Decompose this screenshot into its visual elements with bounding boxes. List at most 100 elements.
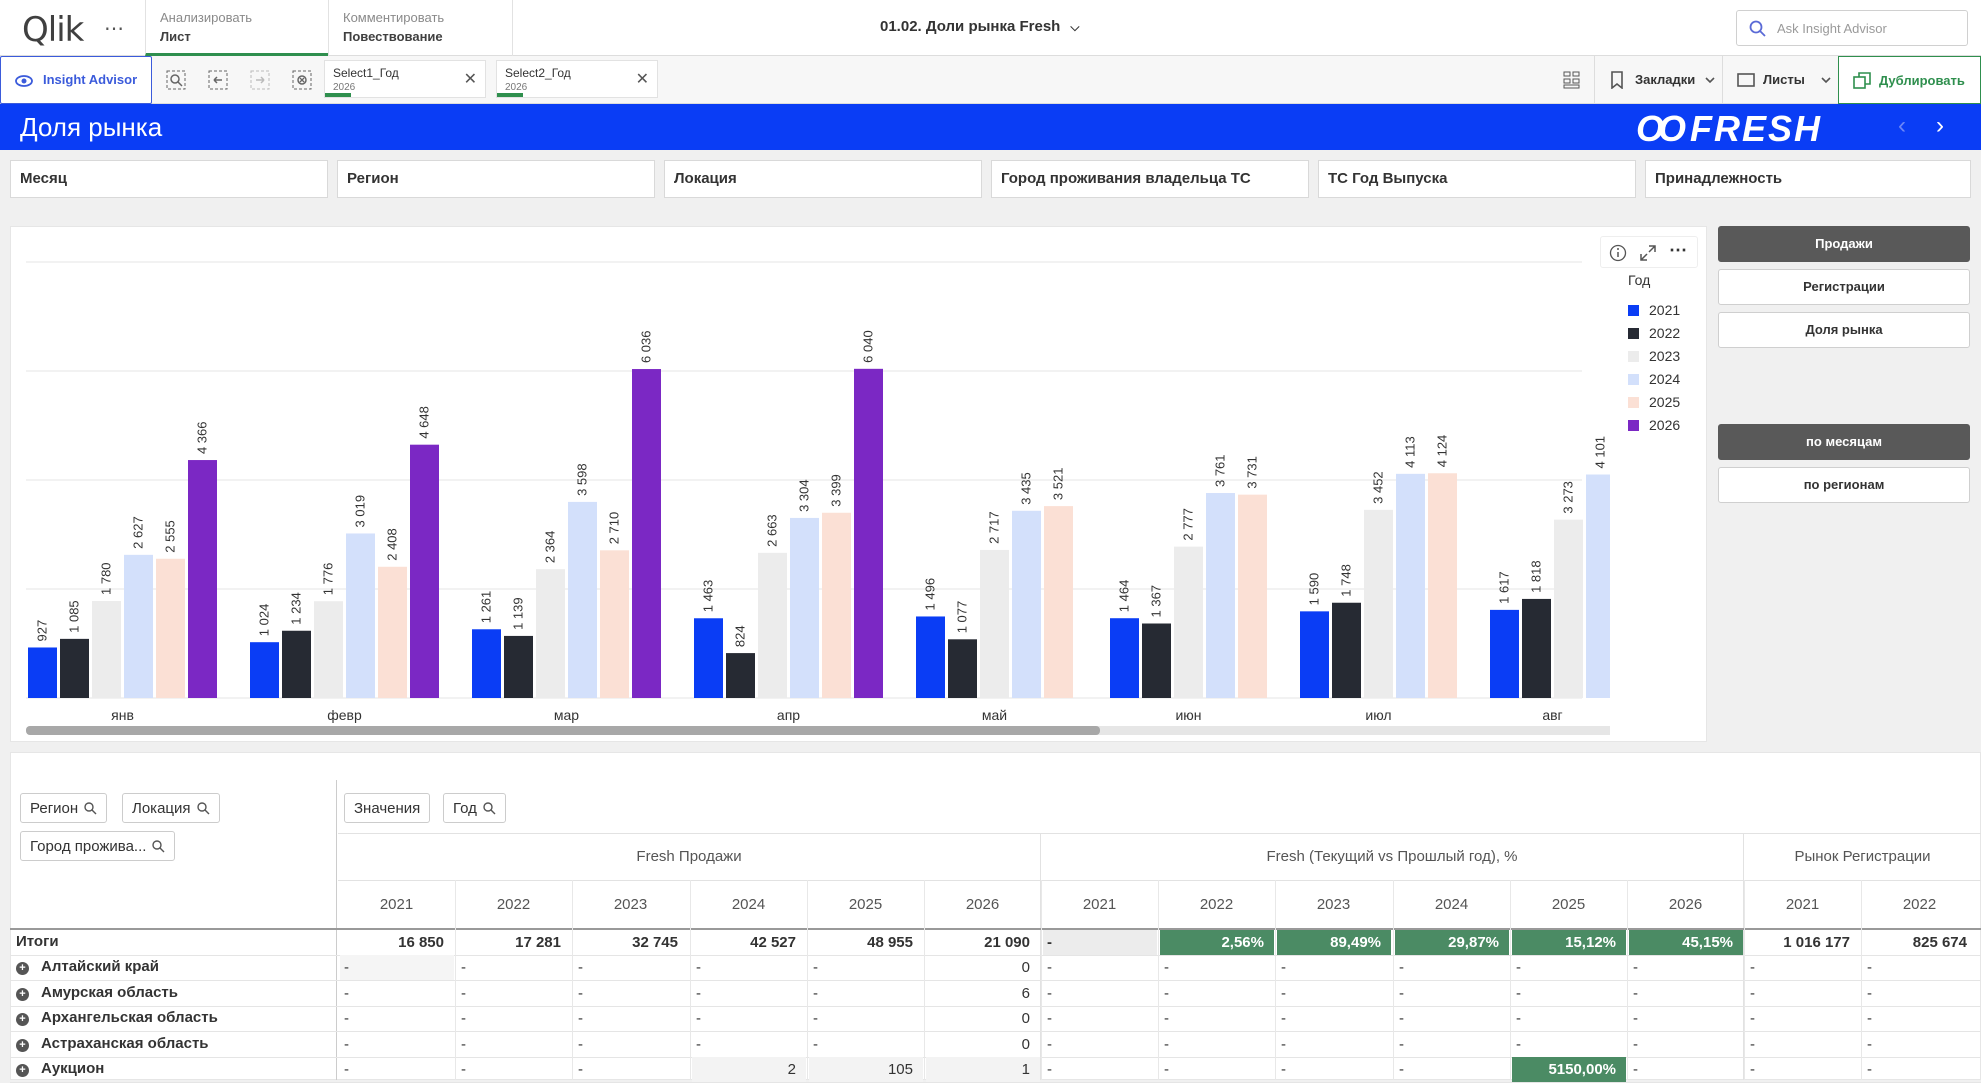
bar-2024-май[interactable] — [1012, 510, 1041, 698]
bar-2022-апр[interactable] — [726, 653, 755, 698]
app-title-dropdown[interactable]: 01.02. Доли рынка Fresh ⌵ — [880, 18, 1079, 35]
close-icon[interactable]: ✕ — [463, 71, 477, 88]
chart-scrollbar-thumb[interactable] — [26, 726, 1100, 735]
duplicate-button[interactable]: Дублировать — [1838, 56, 1981, 104]
more-menu-icon[interactable]: ⋯ — [104, 18, 125, 40]
bar-2026-февр[interactable] — [410, 444, 439, 698]
bar-2021-июл[interactable] — [1300, 611, 1329, 698]
bar-2023-июн[interactable] — [1174, 546, 1203, 698]
year-header[interactable]: 2025 — [848, 896, 883, 913]
selection-chip-select1[interactable]: Select1_Год 2026 ✕ — [324, 60, 486, 98]
measure-registrations-button[interactable]: Регистрации — [1718, 269, 1970, 305]
col-chip-values[interactable]: Значения — [344, 793, 431, 823]
bar-2022-июл[interactable] — [1332, 602, 1361, 698]
bar-2024-апр[interactable] — [790, 517, 819, 698]
bar-2022-мар[interactable] — [504, 635, 533, 698]
bar-2025-июл[interactable] — [1428, 473, 1457, 698]
bar-2021-авг[interactable] — [1490, 609, 1519, 698]
bar-2024-июн[interactable] — [1206, 493, 1235, 698]
filter-month[interactable]: Месяц — [10, 160, 328, 198]
bar-2021-май[interactable] — [916, 616, 945, 698]
bar-2023-июл[interactable] — [1364, 509, 1393, 698]
bookmarks-button[interactable]: Закладки — [1594, 56, 1722, 104]
region-row-label[interactable]: + Алтайский край — [16, 958, 159, 975]
step-back-icon[interactable] — [206, 68, 230, 92]
bar-2024-авг[interactable] — [1586, 474, 1610, 698]
previous-sheet-icon[interactable]: ‹ — [1898, 112, 1906, 139]
legend-item-2023[interactable]: 2023 — [1628, 348, 1680, 364]
legend-item-2026[interactable]: 2026 — [1628, 417, 1680, 433]
clear-selections-icon[interactable] — [290, 68, 314, 92]
year-header[interactable]: 2026 — [1668, 896, 1703, 913]
bar-2021-янв[interactable] — [28, 647, 57, 698]
expand-icon[interactable] — [1639, 244, 1657, 262]
bar-2023-мар[interactable] — [536, 569, 565, 698]
expand-plus-icon[interactable]: + — [16, 1039, 29, 1052]
region-row-label[interactable]: + Аукцион — [16, 1060, 104, 1077]
bar-2025-июн[interactable] — [1238, 494, 1267, 698]
bar-2022-февр[interactable] — [282, 630, 311, 698]
filter-ownership[interactable]: Принадлежность — [1645, 160, 1971, 198]
year-header[interactable]: 2023 — [1316, 896, 1351, 913]
bar-2024-февр[interactable] — [346, 533, 375, 698]
bar-2022-июн[interactable] — [1142, 623, 1171, 698]
expand-plus-icon[interactable]: + — [16, 1013, 29, 1026]
region-row-label[interactable]: + Амурская область — [16, 984, 178, 1001]
year-header[interactable]: 2021 — [379, 896, 414, 913]
next-sheet-icon[interactable]: › — [1936, 112, 1944, 139]
bar-2024-июл[interactable] — [1396, 473, 1425, 698]
bar-2025-янв[interactable] — [156, 558, 185, 698]
year-header[interactable]: 2023 — [613, 896, 648, 913]
expand-plus-icon[interactable]: + — [16, 962, 29, 975]
filter-location[interactable]: Локация — [664, 160, 982, 198]
legend-item-2024[interactable]: 2024 — [1628, 371, 1680, 387]
legend-item-2021[interactable]: 2021 — [1628, 302, 1680, 318]
bar-2023-май[interactable] — [980, 549, 1009, 698]
grid-view-icon[interactable] — [1562, 70, 1582, 90]
region-row-label[interactable]: + Астраханская область — [16, 1035, 209, 1052]
bar-2022-янв[interactable] — [60, 638, 89, 698]
measure-market-share-button[interactable]: Доля рынка — [1718, 312, 1970, 348]
year-header[interactable]: 2022 — [1199, 896, 1234, 913]
info-icon[interactable] — [1609, 244, 1627, 262]
tab-analyze[interactable]: Анализировать Лист — [145, 0, 328, 56]
year-header[interactable]: 2022 — [1902, 896, 1937, 913]
selection-chip-select2[interactable]: Select2_Год 2026 ✕ — [496, 60, 658, 98]
col-chip-year[interactable]: Год — [443, 793, 506, 823]
bar-2025-апр[interactable] — [822, 512, 851, 698]
legend-item-2022[interactable]: 2022 — [1628, 325, 1680, 341]
dim-chip-location[interactable]: Локация — [122, 793, 220, 823]
bar-2025-май[interactable] — [1044, 506, 1073, 698]
year-header[interactable]: 2026 — [965, 896, 1000, 913]
year-header[interactable]: 2021 — [1785, 896, 1820, 913]
filter-vehicle-year[interactable]: ТС Год Выпуска — [1318, 160, 1636, 198]
bar-2024-янв[interactable] — [124, 554, 153, 698]
legend-item-2025[interactable]: 2025 — [1628, 394, 1680, 410]
view-by-month-button[interactable]: по месяцам — [1718, 424, 1970, 460]
qlik-logo[interactable]: Qlik — [22, 10, 84, 50]
year-header[interactable]: 2022 — [496, 896, 531, 913]
year-header[interactable]: 2024 — [731, 896, 766, 913]
filter-region[interactable]: Регион — [337, 160, 655, 198]
year-header[interactable]: 2021 — [1082, 896, 1117, 913]
smart-search-icon[interactable] — [164, 68, 188, 92]
bar-2026-апр[interactable] — [854, 368, 883, 698]
region-row-label[interactable]: + Архангельская область — [16, 1009, 218, 1026]
bar-2023-апр[interactable] — [758, 552, 787, 698]
bar-2023-янв[interactable] — [92, 600, 121, 698]
bar-2026-янв[interactable] — [188, 460, 217, 698]
bar-2021-мар[interactable] — [472, 629, 501, 698]
expand-plus-icon[interactable]: + — [16, 988, 29, 1001]
expand-plus-icon[interactable]: + — [16, 1064, 29, 1077]
insight-advisor-button[interactable]: Insight Advisor — [0, 56, 152, 104]
bar-2026-мар[interactable] — [632, 369, 661, 698]
sheets-button[interactable]: Листы — [1722, 56, 1838, 104]
close-icon[interactable]: ✕ — [635, 71, 649, 88]
bar-2023-февр[interactable] — [314, 601, 343, 698]
step-forward-icon[interactable] — [248, 68, 272, 92]
bar-2021-июн[interactable] — [1110, 618, 1139, 698]
tab-comment[interactable]: Комментировать Повествование — [328, 0, 513, 56]
bar-2022-май[interactable] — [948, 639, 977, 698]
bar-2025-мар[interactable] — [600, 550, 629, 698]
bar-2021-апр[interactable] — [694, 618, 723, 698]
